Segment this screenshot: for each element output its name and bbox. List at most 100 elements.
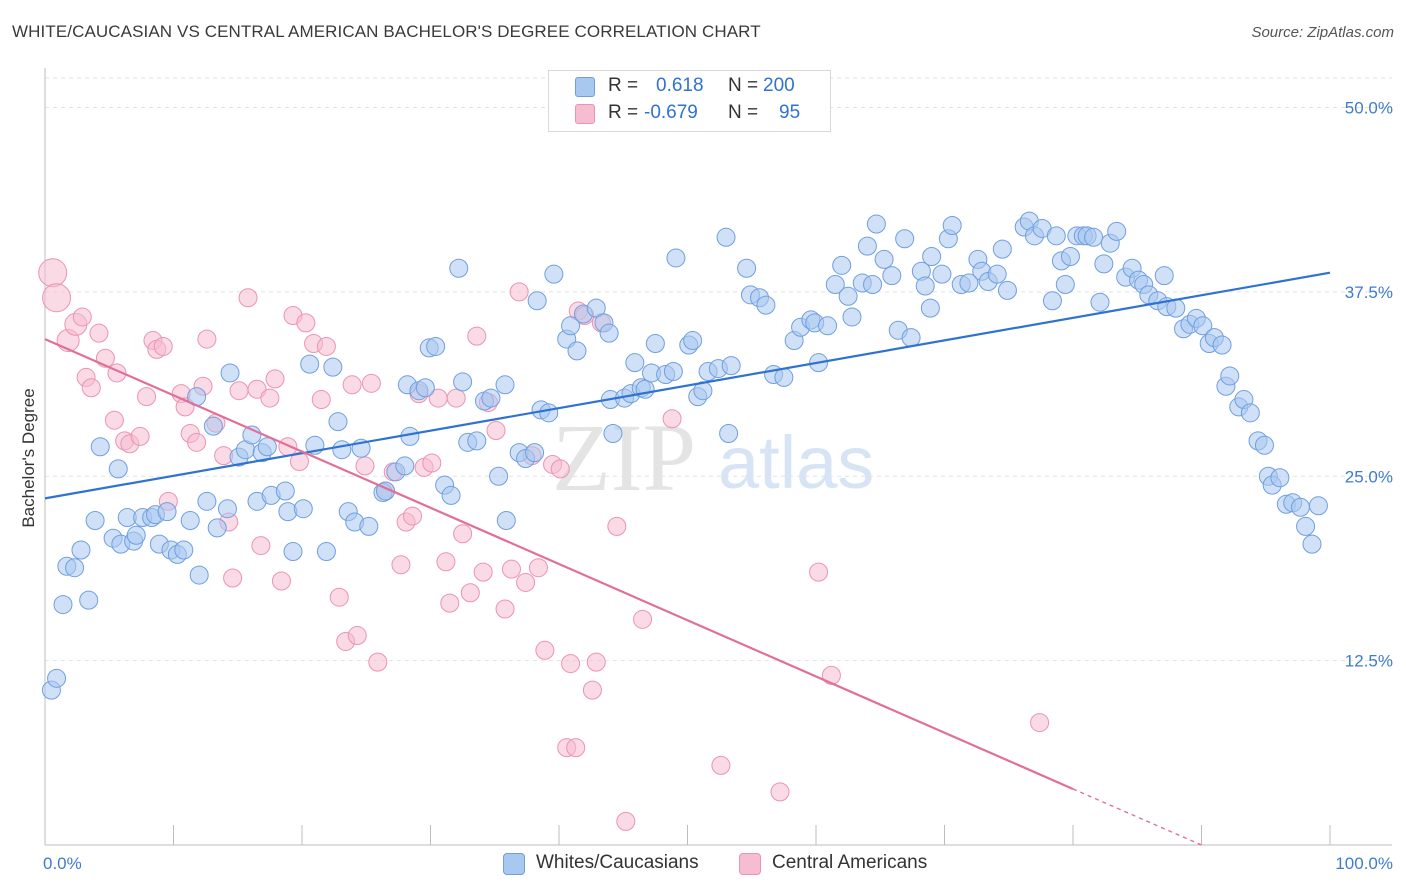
central-american-point bbox=[616, 811, 636, 831]
white-point bbox=[832, 255, 852, 275]
white-point bbox=[842, 307, 862, 327]
white-point bbox=[1107, 221, 1127, 241]
legend-r-value: -0.679 bbox=[644, 102, 698, 123]
white-point bbox=[901, 328, 921, 348]
bottom-legend-label-central: Central Americans bbox=[772, 852, 928, 873]
central-american-point bbox=[229, 381, 249, 401]
central-american-point bbox=[278, 437, 298, 457]
bottom-legend-label-whites: Whites/Caucasians bbox=[536, 852, 699, 873]
white-point bbox=[441, 485, 461, 505]
white-point bbox=[47, 668, 67, 688]
white-point bbox=[108, 459, 128, 479]
white-point bbox=[197, 491, 217, 511]
central-american-point bbox=[711, 755, 731, 775]
white-point bbox=[1094, 254, 1114, 274]
white-point bbox=[426, 336, 446, 356]
white-point bbox=[453, 372, 473, 392]
central-american-point bbox=[265, 369, 285, 389]
central-american-point bbox=[633, 609, 653, 629]
central-american-point bbox=[72, 307, 92, 327]
chart-title: WHITE/CAUCASIAN VS CENTRAL AMERICAN BACH… bbox=[12, 22, 761, 41]
white-point bbox=[1308, 496, 1328, 516]
white-point bbox=[257, 437, 277, 457]
white-point bbox=[90, 437, 110, 457]
white-point bbox=[825, 275, 845, 294]
white-point bbox=[1046, 226, 1066, 246]
white-point bbox=[1240, 403, 1260, 423]
central-american-point bbox=[187, 432, 207, 452]
central-american-point bbox=[467, 326, 487, 346]
white-point bbox=[1060, 246, 1080, 266]
white-point bbox=[283, 541, 303, 561]
white-point bbox=[449, 258, 469, 278]
white-point bbox=[920, 298, 940, 318]
white-point bbox=[85, 511, 105, 530]
central-american-point bbox=[446, 388, 466, 408]
central-american-point bbox=[251, 536, 271, 556]
central-american-point bbox=[516, 572, 536, 592]
white-point bbox=[997, 280, 1017, 300]
white-point bbox=[395, 456, 415, 476]
y-tick-label: 25.0% bbox=[1345, 467, 1393, 486]
central-american-point bbox=[453, 524, 473, 544]
white-point bbox=[1254, 435, 1274, 455]
white-point bbox=[359, 516, 379, 536]
legend-n-value: 95 bbox=[779, 102, 801, 123]
white-point bbox=[53, 595, 73, 615]
bottom-legend-swatch-pink bbox=[739, 853, 761, 875]
white-point bbox=[332, 440, 352, 460]
central-american-point bbox=[501, 559, 521, 579]
bottom-legend-swatch-blue bbox=[503, 853, 525, 875]
central-american-point bbox=[440, 593, 460, 613]
white-point bbox=[544, 264, 564, 284]
legend: R = 0.618 N = 200 R = -0.679 N = 95 bbox=[548, 70, 831, 132]
central-american-point bbox=[89, 323, 109, 343]
y-tick-label: 37.5% bbox=[1345, 283, 1393, 302]
white-point bbox=[866, 214, 886, 234]
central-american-point bbox=[586, 652, 606, 672]
legend-n-label: N = bbox=[728, 75, 759, 96]
white-point bbox=[1212, 335, 1232, 355]
central-american-point bbox=[271, 571, 291, 591]
white-point bbox=[683, 331, 703, 351]
legend-row-central: R = -0.679 N = 95 bbox=[549, 100, 830, 128]
white-point bbox=[220, 363, 240, 383]
x-tick-label: 0.0% bbox=[43, 854, 82, 873]
white-point bbox=[1296, 516, 1316, 536]
white-point bbox=[915, 276, 935, 296]
central-american-point bbox=[355, 456, 375, 476]
legend-r-value: 0.618 bbox=[656, 75, 704, 96]
white-point bbox=[719, 423, 739, 443]
white-point bbox=[693, 381, 713, 401]
white-point bbox=[838, 286, 858, 306]
legend-swatch-blue bbox=[575, 77, 595, 97]
white-point bbox=[1290, 497, 1310, 517]
central-american-point bbox=[509, 282, 529, 302]
white-point bbox=[663, 362, 683, 382]
central-american-point bbox=[361, 373, 381, 393]
white-point bbox=[737, 258, 757, 278]
white-point bbox=[959, 273, 979, 293]
white-point bbox=[895, 229, 915, 249]
white-point bbox=[1154, 266, 1174, 286]
white-point bbox=[987, 264, 1007, 284]
central-american-point bbox=[104, 410, 124, 430]
white-point bbox=[882, 266, 902, 286]
white-point bbox=[567, 341, 587, 361]
white-point bbox=[932, 264, 952, 284]
central-american-point bbox=[316, 336, 336, 356]
white-point bbox=[756, 295, 776, 315]
white-point bbox=[217, 499, 237, 519]
white-point bbox=[207, 518, 227, 538]
legend-n-value: 200 bbox=[763, 75, 795, 96]
source-label: Source: ZipAtlas.com bbox=[1251, 24, 1394, 41]
white-point bbox=[645, 334, 665, 353]
legend-swatch-pink bbox=[575, 104, 595, 124]
white-point bbox=[174, 540, 194, 560]
white-point bbox=[599, 323, 619, 343]
central-american-point bbox=[809, 562, 829, 582]
legend-r-label: R = bbox=[608, 102, 639, 123]
central-american-point bbox=[296, 313, 316, 333]
white-point bbox=[157, 502, 177, 522]
white-point bbox=[1055, 275, 1075, 294]
